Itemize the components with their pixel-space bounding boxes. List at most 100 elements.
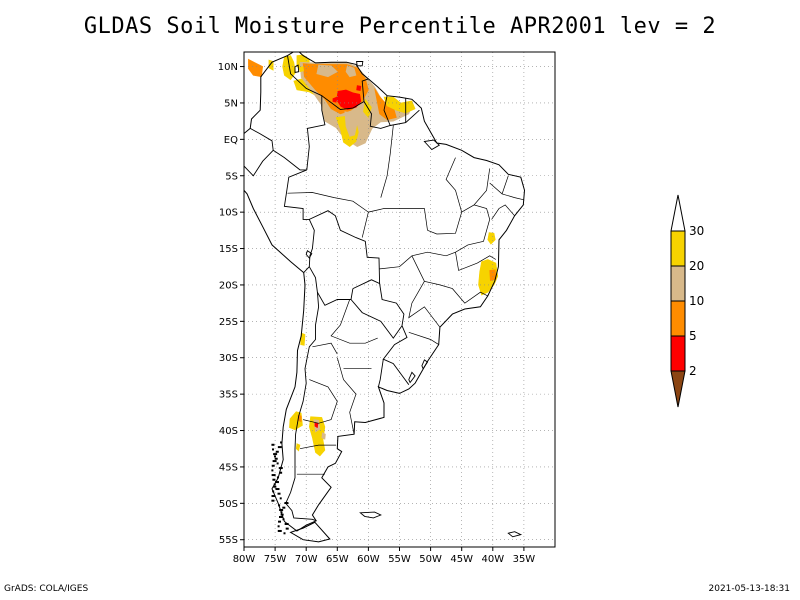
country-border [287, 55, 326, 170]
island-fragment [278, 520, 282, 523]
colorbar-bin [670, 300, 686, 337]
colorbar-label: 20 [689, 259, 704, 273]
percentile-region-yellow [298, 66, 305, 73]
percentile-region-tan [316, 64, 338, 78]
country-border [321, 78, 369, 110]
island-fragment [282, 518, 285, 521]
country-border [244, 128, 274, 177]
island-fragment [283, 532, 286, 535]
coastline-layer [244, 52, 526, 543]
lon-tick-label: 40W [481, 554, 504, 565]
state-border [408, 281, 441, 328]
lat-tick-label: 5N [224, 98, 238, 109]
lat-tick-label: 15S [219, 244, 238, 255]
percentile-fill-layer [248, 54, 499, 457]
island-fragment [273, 455, 276, 458]
lon-tick-label: 50W [419, 554, 442, 565]
country-border [285, 292, 320, 522]
state-border [501, 175, 509, 195]
state-border [287, 192, 369, 213]
percentile-region-yellow [300, 332, 306, 346]
island-coast [507, 531, 523, 538]
colorbar-label: 10 [689, 294, 704, 308]
lat-tick-label: 5S [225, 171, 238, 182]
percentile-region-yellow [383, 96, 416, 114]
island-coast [423, 139, 441, 151]
island-fragment [271, 469, 274, 472]
state-border [299, 444, 337, 450]
colorbar-above-arrow [670, 194, 686, 232]
lat-tick-label: 30S [219, 353, 238, 364]
colorbar-label: 2 [689, 364, 697, 378]
colorbar-bin [670, 265, 686, 302]
percentile-region-tan [345, 65, 357, 78]
island-fragment [284, 502, 289, 505]
state-border [380, 125, 394, 198]
island-fragment [284, 522, 289, 525]
lat-tick-label: 25S [219, 317, 238, 328]
lon-tick-label: 80W [233, 554, 256, 565]
lon-tick-label: 45W [450, 554, 473, 565]
island-fragment [276, 462, 279, 465]
island-fragment [273, 485, 277, 488]
island-fragment [280, 513, 284, 516]
island-fragment [280, 441, 283, 444]
percentile-region-orange [248, 58, 264, 78]
island-fragment [271, 499, 275, 502]
island-fragment [276, 476, 279, 479]
map-title: GLDAS Soil Moisture Percentile APR2001 l… [83, 14, 717, 39]
colorbar-label: 30 [689, 224, 704, 238]
island-coast [359, 511, 382, 519]
island-fragment [279, 471, 283, 474]
island-fragment [272, 478, 276, 481]
percentile-region-tan [321, 432, 326, 440]
country-border [308, 266, 354, 306]
country-border [382, 325, 410, 385]
lon-tick-label: 55W [388, 554, 411, 565]
state-border [336, 357, 357, 435]
state-border [303, 379, 338, 424]
island-fragment [277, 446, 282, 449]
island-fragment [278, 467, 283, 470]
footer-credit: GrADS: COLA/IGES [4, 584, 89, 594]
island-fragment [274, 457, 278, 460]
lat-tick-label: 45S [219, 462, 238, 473]
island-fragment [271, 495, 276, 498]
state-border [473, 168, 491, 206]
island-fragment [271, 474, 276, 477]
island-fragment [273, 453, 278, 456]
lake-outline [421, 359, 429, 370]
coastline [244, 52, 526, 532]
island-fragment [271, 464, 275, 467]
lake-outline [408, 371, 416, 384]
island-fragment [272, 490, 275, 493]
island-fragment [275, 450, 279, 453]
island-fragment [279, 509, 284, 512]
state-border [408, 331, 439, 345]
island-fragment [280, 511, 283, 514]
percentile-region-yellow [487, 232, 496, 245]
lat-tick-label: 40S [219, 426, 238, 437]
lon-tick-label: 65W [326, 554, 349, 565]
state-border [461, 204, 491, 220]
island-fragment [285, 527, 289, 530]
tierra-del-fuego-coast [289, 521, 331, 543]
lat-tick-label: EQ [224, 135, 238, 146]
state-border [411, 255, 488, 304]
lat-tick-label: 50S [219, 499, 238, 510]
country-border [377, 359, 384, 388]
lon-tick-label: 70W [295, 554, 318, 565]
axis-ticks: 10N 5N EQ 5S 10S 15S 20S 25S 30S 35S 40S 45S 50S 55S 8… [218, 62, 536, 565]
colorbar: 2 5 10 20 30 [670, 194, 704, 408]
lake-outline [294, 64, 300, 73]
lat-tick-label: 35S [219, 390, 238, 401]
island-fragment [277, 529, 282, 532]
lon-tick-label: 60W [357, 554, 380, 565]
percentile-region-yellow [295, 443, 301, 452]
country-border [350, 283, 405, 339]
state-border [427, 157, 463, 235]
lat-tick-label: 20S [219, 280, 238, 291]
colorbar-bin [670, 335, 686, 372]
state-border [455, 252, 497, 271]
